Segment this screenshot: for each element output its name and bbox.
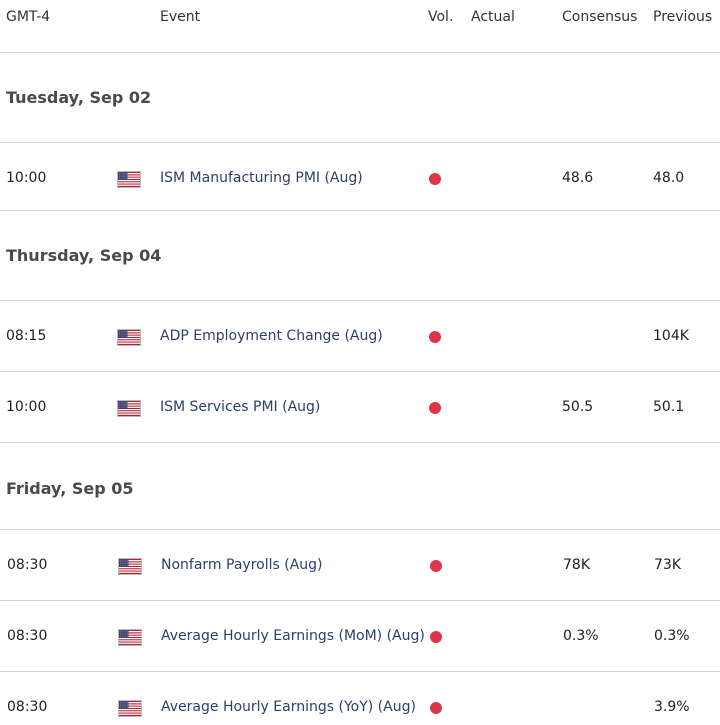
vol-header: Vol. — [428, 9, 454, 25]
us-flag-icon — [117, 171, 141, 188]
us-flag-icon — [118, 558, 142, 575]
table-row[interactable]: 08:30 Average Hourly Earnings (YoY) (Aug… — [0, 672, 720, 725]
previous-header: Previous — [653, 9, 713, 25]
event-time: 08:30 — [7, 557, 48, 573]
previous-value: 0.3% — [654, 628, 690, 644]
event-name[interactable]: ISM Manufacturing PMI (Aug) — [160, 170, 363, 186]
event-name[interactable]: Nonfarm Payrolls (Aug) — [161, 557, 323, 573]
event-time: 10:00 — [6, 170, 47, 186]
us-flag-icon — [117, 329, 141, 346]
table-row[interactable]: 08:15 ADP Employment Change (Aug) 104K — [0, 301, 720, 372]
table-row[interactable]: 10:00 ISM Services PMI (Aug) 50.5 50.1 — [0, 372, 720, 443]
high-volatility-dot-icon — [430, 702, 442, 714]
day-label: Tuesday, Sep 02 — [6, 88, 152, 107]
consensus-header: Consensus — [562, 9, 638, 25]
day-label: Friday, Sep 05 — [6, 479, 134, 498]
event-time: 08:30 — [7, 628, 48, 644]
us-flag-icon — [118, 700, 142, 717]
high-volatility-dot-icon — [429, 331, 441, 343]
previous-value: 104K — [653, 328, 689, 344]
day-label: Thursday, Sep 04 — [6, 246, 162, 265]
consensus-value: 48.6 — [562, 170, 594, 186]
us-flag-icon — [117, 400, 141, 417]
timezone-header: GMT-4 — [6, 9, 51, 25]
us-flag-icon — [118, 629, 142, 646]
previous-value: 3.9% — [654, 699, 690, 715]
day-heading-tuesday: Tuesday, Sep 02 — [0, 53, 720, 143]
day-heading-friday: Friday, Sep 05 — [0, 443, 720, 530]
day-heading-thursday: Thursday, Sep 04 — [0, 211, 720, 301]
table-header: GMT-4 Event Vol. Actual Consensus Previo… — [0, 0, 720, 53]
table-row[interactable]: 08:30 Nonfarm Payrolls (Aug) 78K 73K — [0, 530, 720, 601]
actual-header: Actual — [471, 9, 515, 25]
high-volatility-dot-icon — [430, 631, 442, 643]
high-volatility-dot-icon — [430, 560, 442, 572]
previous-value: 48.0 — [653, 170, 685, 186]
event-time: 08:30 — [7, 699, 48, 715]
event-time: 08:15 — [6, 328, 47, 344]
previous-value: 73K — [654, 557, 681, 573]
event-name[interactable]: Average Hourly Earnings (YoY) (Aug) — [161, 699, 416, 715]
consensus-value: 78K — [563, 557, 590, 573]
event-name[interactable]: ISM Services PMI (Aug) — [160, 399, 321, 415]
table-row[interactable]: 10:00 ISM Manufacturing PMI (Aug) 48.6 4… — [0, 143, 720, 211]
consensus-value: 50.5 — [562, 399, 594, 415]
consensus-value: 0.3% — [563, 628, 599, 644]
event-header: Event — [160, 9, 201, 25]
event-name[interactable]: Average Hourly Earnings (MoM) (Aug) — [161, 628, 425, 644]
event-name[interactable]: ADP Employment Change (Aug) — [160, 328, 383, 344]
event-time: 10:00 — [6, 399, 47, 415]
table-row[interactable]: 08:30 Average Hourly Earnings (MoM) (Aug… — [0, 601, 720, 672]
high-volatility-dot-icon — [429, 402, 441, 414]
high-volatility-dot-icon — [429, 173, 441, 185]
previous-value: 50.1 — [653, 399, 685, 415]
